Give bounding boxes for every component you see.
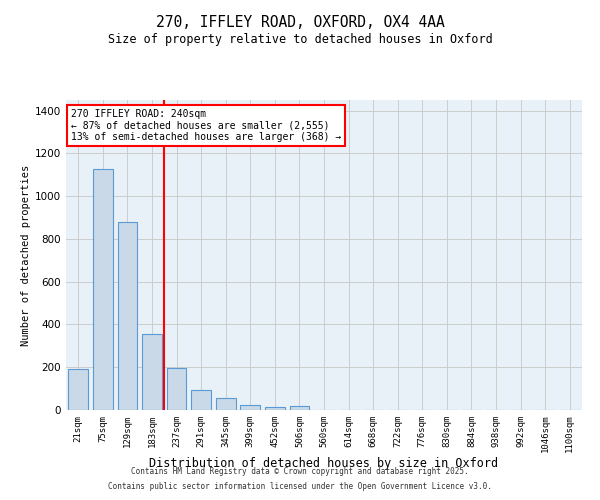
Bar xyxy=(68,370,88,410)
Bar xyxy=(167,368,187,410)
Bar xyxy=(290,406,309,410)
Text: Contains HM Land Registry data © Crown copyright and database right 2025.: Contains HM Land Registry data © Crown c… xyxy=(131,467,469,476)
Bar xyxy=(118,222,137,410)
Bar xyxy=(142,334,162,410)
Text: Contains public sector information licensed under the Open Government Licence v3: Contains public sector information licen… xyxy=(108,482,492,491)
Bar xyxy=(191,390,211,410)
Bar xyxy=(93,170,113,410)
Text: Size of property relative to detached houses in Oxford: Size of property relative to detached ho… xyxy=(107,32,493,46)
Text: 270, IFFLEY ROAD, OXFORD, OX4 4AA: 270, IFFLEY ROAD, OXFORD, OX4 4AA xyxy=(155,15,445,30)
Text: 270 IFFLEY ROAD: 240sqm
← 87% of detached houses are smaller (2,555)
13% of semi: 270 IFFLEY ROAD: 240sqm ← 87% of detache… xyxy=(71,110,341,142)
Bar xyxy=(216,398,236,410)
Bar xyxy=(241,404,260,410)
Y-axis label: Number of detached properties: Number of detached properties xyxy=(21,164,31,346)
X-axis label: Distribution of detached houses by size in Oxford: Distribution of detached houses by size … xyxy=(149,456,499,469)
Bar xyxy=(265,407,284,410)
